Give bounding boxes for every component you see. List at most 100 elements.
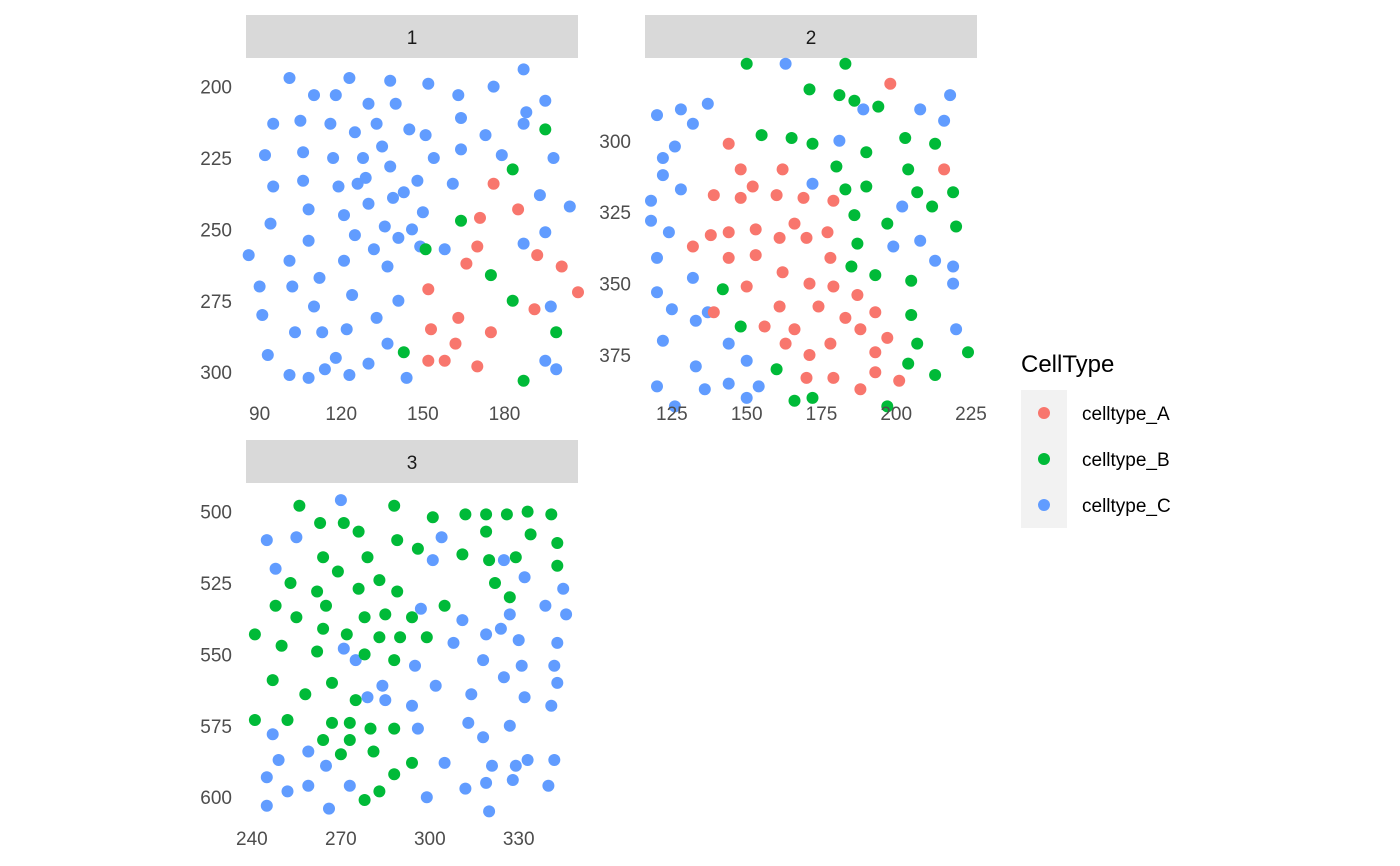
data-point-celltype-B	[716, 283, 729, 296]
data-point-celltype-C	[381, 260, 394, 273]
x-tick-label: 200	[880, 404, 912, 425]
data-point-celltype-C	[376, 140, 389, 153]
data-point-celltype-C	[517, 63, 530, 76]
data-point-celltype-C	[313, 271, 326, 284]
legend-label-celltype-c: celltype_C	[1082, 496, 1171, 517]
y-tick-label: 375	[599, 346, 631, 367]
legend-label-celltype-a: celltype_A	[1082, 404, 1170, 425]
facet-strip-3	[246, 440, 578, 483]
data-point-celltype-B	[902, 357, 915, 370]
data-point-celltype-A	[734, 163, 747, 176]
data-point-celltype-C	[286, 280, 299, 293]
data-point-celltype-B	[509, 551, 522, 564]
data-point-celltype-C	[950, 323, 963, 336]
data-point-celltype-A	[425, 323, 437, 336]
data-point-celltype-C	[302, 371, 315, 384]
data-point-celltype-C	[539, 599, 552, 612]
data-point-celltype-C	[338, 254, 350, 267]
data-point-celltype-C	[290, 531, 303, 544]
data-point-celltype-C	[459, 782, 472, 795]
data-point-celltype-A	[707, 189, 720, 202]
data-point-celltype-B	[806, 137, 819, 150]
data-point-celltype-C	[665, 303, 678, 316]
x-tick-label: 120	[325, 404, 357, 425]
data-point-celltype-C	[539, 354, 552, 367]
data-point-celltype-A	[869, 306, 882, 319]
data-point-celltype-C	[560, 608, 573, 621]
facet-panel-3: 3 240 270 300 330 500 525 550 575 600	[200, 440, 578, 850]
data-point-celltype-B	[388, 722, 401, 735]
data-point-celltype-B	[334, 748, 347, 761]
data-point-celltype-A	[824, 251, 837, 264]
data-point-celltype-B	[326, 676, 338, 689]
data-point-celltype-C	[343, 72, 356, 84]
data-point-celltype-C	[359, 171, 372, 184]
data-point-celltype-B	[455, 214, 467, 227]
data-point-celltype-C	[283, 369, 296, 381]
data-point-celltype-B	[275, 639, 288, 652]
data-point-celltype-B	[926, 200, 939, 213]
data-point-celltype-A	[770, 189, 783, 202]
data-point-celltype-B	[317, 551, 330, 564]
data-point-celltype-B	[860, 180, 873, 193]
data-point-celltype-B	[480, 525, 493, 538]
data-point-celltype-A	[746, 180, 759, 193]
facet-1-y-tick-labels: 200 225 250 275 300	[200, 78, 232, 385]
data-point-celltype-B	[284, 577, 297, 589]
data-point-celltype-B	[456, 548, 469, 561]
data-point-celltype-C	[752, 380, 765, 393]
data-point-celltype-B	[293, 499, 306, 512]
data-point-celltype-B	[839, 183, 852, 196]
data-point-celltype-B	[248, 714, 261, 726]
data-point-celltype-B	[388, 768, 401, 781]
data-point-celltype-B	[269, 599, 282, 612]
data-point-celltype-C	[406, 223, 418, 236]
data-point-celltype-C	[283, 254, 296, 267]
data-point-celltype-C	[438, 243, 451, 256]
data-point-celltype-B	[358, 648, 371, 661]
data-point-celltype-C	[337, 642, 350, 655]
data-point-celltype-A	[839, 311, 852, 324]
data-point-celltype-C	[452, 89, 465, 102]
data-point-celltype-C	[260, 771, 273, 784]
y-tick-label: 300	[200, 363, 232, 384]
data-point-celltype-A	[484, 326, 497, 339]
data-point-celltype-C	[327, 152, 340, 164]
data-point-celltype-C	[340, 323, 353, 336]
data-point-celltype-C	[289, 326, 301, 339]
legend-title: CellType	[1021, 351, 1114, 378]
data-point-celltype-C	[338, 209, 350, 222]
data-point-celltype-C	[477, 731, 490, 744]
data-point-celltype-B	[394, 631, 407, 644]
data-point-celltype-A	[827, 371, 840, 384]
data-point-celltype-C	[689, 360, 702, 373]
facet-2-x-tick-labels: 125 150 175 200 225	[656, 404, 987, 425]
data-point-celltype-C	[406, 699, 418, 712]
facet-strip-1	[246, 15, 578, 58]
data-point-celltype-B	[539, 123, 552, 136]
data-point-celltype-C	[645, 194, 657, 207]
data-point-celltype-C	[260, 799, 273, 812]
data-point-celltype-C	[515, 659, 528, 672]
data-point-celltype-C	[403, 123, 416, 136]
data-point-celltype-C	[378, 220, 391, 233]
data-point-celltype-B	[484, 269, 497, 282]
data-point-celltype-C	[446, 177, 459, 190]
data-point-celltype-C	[547, 152, 560, 164]
y-tick-label: 300	[599, 132, 631, 153]
data-point-celltype-C	[416, 206, 429, 219]
data-point-celltype-C	[329, 351, 342, 364]
data-point-celltype-C	[320, 759, 332, 772]
data-point-celltype-C	[487, 80, 500, 93]
data-point-celltype-B	[881, 217, 894, 230]
data-point-celltype-B	[734, 320, 747, 333]
data-point-celltype-C	[548, 659, 561, 672]
data-point-celltype-C	[539, 94, 552, 107]
data-point-celltype-A	[827, 280, 840, 293]
data-point-celltype-A	[884, 77, 897, 90]
facet-strip-label-3: 3	[407, 453, 418, 474]
data-point-celltype-A	[528, 303, 541, 316]
data-point-celltype-B	[833, 89, 846, 102]
data-point-celltype-C	[497, 671, 510, 684]
data-point-celltype-B	[740, 57, 753, 70]
